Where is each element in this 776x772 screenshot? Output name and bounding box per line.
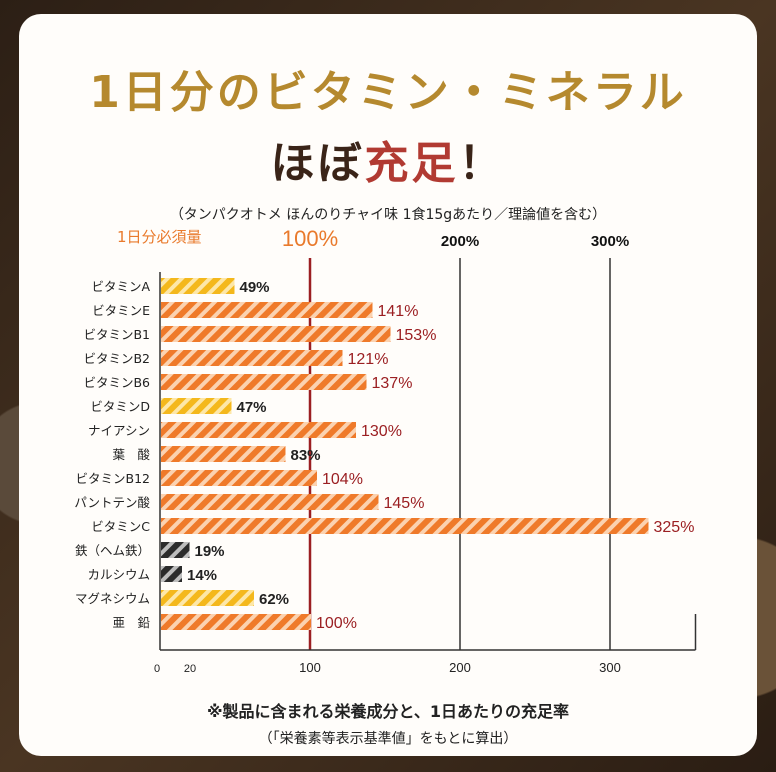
headline-line1: 1日分のビタミン・ミネラル: [89, 67, 687, 118]
headline-suffix: ！: [458, 138, 506, 189]
chart-subtitle: （タンパクオトメ ほんのりチャイ味 1食15gあたり／理論値を含む）: [169, 207, 607, 223]
value-label: 130%: [361, 423, 402, 440]
info-card: 1日分のビタミン・ミネラル ほぼ充足！ （タンパクオトメ ほんのりチャイ味 1食…: [19, 14, 757, 756]
ref-label-300: 300%: [591, 233, 629, 250]
category-label: ビタミンB12: [76, 471, 150, 486]
bar-0: [161, 278, 235, 294]
category-label: ビタミンE: [92, 303, 150, 318]
bar-9: [161, 494, 379, 510]
ref-label-100: 100%: [282, 226, 338, 251]
category-label: 亜 鉛: [112, 615, 150, 630]
category-label: カルシウム: [87, 567, 150, 582]
x-tick-200: 200: [449, 660, 471, 675]
bar-8: [161, 470, 317, 486]
footnote-source: （「栄養素等表示基準値」をもとに算出）: [258, 731, 518, 747]
category-label: ビタミンB2: [83, 351, 150, 366]
headline-prefix: ほぼ: [270, 138, 365, 189]
category-label: 鉄（ヘム鉄）: [75, 543, 150, 558]
value-label: 121%: [348, 351, 389, 368]
value-label: 19%: [195, 543, 225, 560]
category-label: ビタミンC: [91, 519, 150, 534]
footnote: ※製品に含まれる栄養成分と、1日あたりの充足率: [206, 702, 570, 721]
value-label: 141%: [378, 303, 419, 320]
x-tick-0: 0: [154, 663, 160, 675]
x-tick-300: 300: [599, 660, 621, 675]
bar-5: [161, 398, 232, 414]
value-label: 62%: [259, 591, 289, 608]
bar-4: [161, 374, 367, 390]
value-label: 137%: [372, 375, 413, 392]
bar-6: [161, 422, 356, 438]
category-label: ナイアシン: [88, 423, 150, 438]
value-label: 47%: [237, 399, 267, 416]
value-label: 104%: [322, 471, 363, 488]
value-label: 49%: [240, 279, 270, 296]
category-label: ビタミンA: [91, 279, 150, 294]
value-label: 145%: [384, 495, 425, 512]
bar-1: [161, 302, 373, 318]
category-label: ビタミンB6: [83, 375, 150, 390]
bar-14: [161, 614, 311, 630]
headline-line2: ほぼ充足！: [19, 127, 757, 191]
x-tick-20: 20: [184, 663, 196, 675]
value-label: 100%: [316, 615, 357, 632]
bar-12: [161, 566, 182, 582]
category-label: 葉 酸: [112, 447, 150, 462]
x-tick-100: 100: [299, 660, 321, 675]
bar-3: [161, 350, 343, 366]
bar-13: [161, 590, 254, 606]
bar-10: [161, 518, 649, 534]
bar-2: [161, 326, 391, 342]
value-label: 83%: [291, 447, 321, 464]
nutrient-bar-chart: 1日分必須量 100% 200% 300% 0 20 100 200 300 ビタミンA 49% ビタ…: [74, 226, 697, 675]
category-label: ビタミンD: [90, 399, 150, 414]
ref-label-200: 200%: [441, 233, 479, 250]
value-label: 14%: [187, 567, 217, 584]
category-label: ビタミンB1: [83, 327, 150, 342]
required-amount-label: 1日分必須量: [117, 228, 202, 246]
value-label: 325%: [654, 519, 695, 536]
bar-7: [161, 446, 286, 462]
category-label: マグネシウム: [75, 591, 150, 606]
headline-highlight: 充足: [364, 138, 459, 189]
value-label: 153%: [396, 327, 437, 344]
bar-11: [161, 542, 190, 558]
category-label: パントテン酸: [74, 495, 150, 510]
